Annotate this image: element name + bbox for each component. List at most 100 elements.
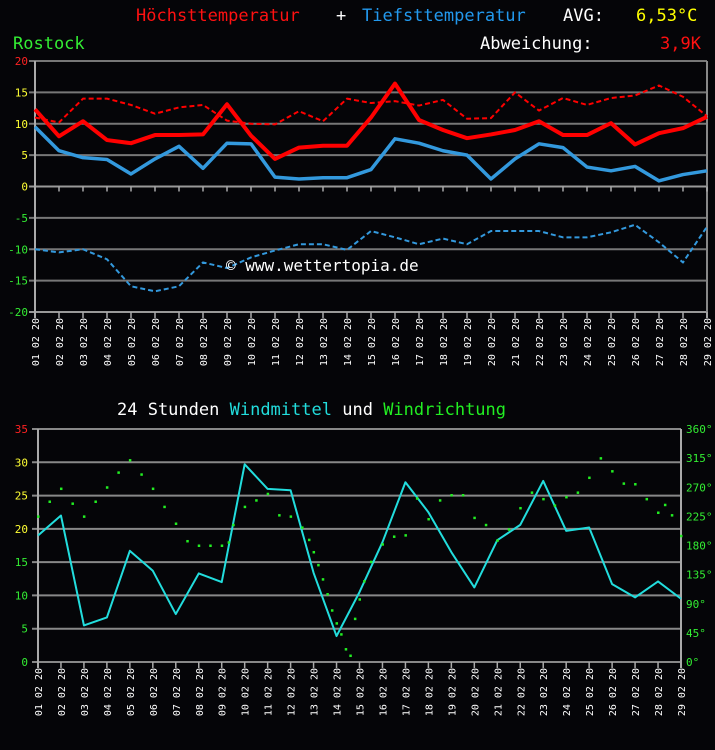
wind-direction-dot (266, 492, 270, 496)
x-date-label: 26 02 20 (631, 318, 642, 366)
deviation-value: 3,9K (660, 34, 701, 54)
series-line (33, 125, 708, 183)
series-line (33, 81, 708, 161)
wind-direction-dot (473, 516, 476, 520)
wind-direction-dot (530, 491, 534, 494)
avg-value: 6,53°C (636, 6, 698, 26)
x-date-label: 19 02 20 (447, 668, 458, 716)
y-tick-label: 20 (15, 55, 28, 68)
x-date-label: 09 02 20 (223, 318, 234, 366)
x-date-label: 09 02 20 (218, 668, 229, 716)
x-date-label: 15 02 20 (367, 318, 378, 366)
wind-direction-dot (289, 515, 293, 518)
wind-direction-dot (450, 494, 453, 497)
watermark: © www.wettertopia.de (226, 256, 419, 275)
x-date-label: 23 02 20 (539, 668, 550, 716)
y-tick-label: 5 (21, 149, 28, 162)
x-date-label: 10 02 20 (241, 668, 252, 716)
wind-direction-dot (151, 487, 155, 491)
wind-direction-dot (438, 499, 442, 502)
y-tick-label: 20 (15, 523, 28, 536)
wind-direction-dot (59, 487, 63, 491)
x-date-label: 24 02 20 (583, 318, 594, 366)
wind-direction-dot (94, 500, 97, 503)
wind-direction-dot (209, 544, 212, 547)
x-date-label: 08 02 20 (199, 318, 210, 366)
wind-direction-dot (484, 523, 488, 527)
x-date-label: 27 02 20 (655, 318, 666, 366)
wind-direction-dot (358, 598, 361, 601)
x-date-label: 17 02 20 (415, 318, 426, 366)
x-date-label: 21 02 20 (493, 668, 504, 716)
x-date-label: 13 02 20 (310, 668, 321, 716)
wind-direction-dot (404, 534, 407, 537)
x-date-label: 22 02 20 (535, 318, 546, 366)
x-date-label: 25 02 20 (585, 668, 596, 716)
y-tick-label: -10 (8, 243, 28, 256)
location-label: Rostock (13, 34, 85, 54)
x-date-label: 29 02 20 (703, 318, 714, 366)
y2-tick-label: 315° (686, 452, 713, 465)
y-tick-label: 10 (15, 118, 28, 131)
y-tick-label: 0 (21, 656, 28, 669)
x-date-label: 28 02 20 (679, 318, 690, 366)
y-tick-label: 10 (15, 589, 28, 602)
wind-direction-dot (186, 539, 189, 543)
wind-direction-dot (622, 482, 626, 485)
deviation-label: Abweichung: (480, 34, 593, 54)
x-date-label: 15 02 20 (356, 668, 367, 716)
x-date-label: 11 02 20 (264, 668, 275, 716)
x-date-label: 27 02 20 (631, 668, 642, 716)
y2-tick-label: 270° (686, 481, 713, 494)
x-date-label: 10 02 20 (247, 318, 258, 366)
x-date-label: 07 02 20 (175, 318, 186, 366)
wind-direction-dot (340, 633, 343, 636)
series-line (34, 223, 708, 293)
wind-direction-dot (301, 526, 304, 529)
wind-title-mean: Windmittel (229, 400, 332, 420)
x-date-label: 13 02 20 (319, 318, 330, 366)
x-date-label: 22 02 20 (516, 668, 527, 716)
y-tick-label: -15 (8, 275, 28, 288)
wind-direction-dot (599, 457, 603, 460)
x-date-label: 17 02 20 (401, 668, 412, 716)
y-tick-label: -5 (15, 212, 28, 225)
y-tick-label: 30 (15, 456, 28, 469)
x-date-label: 25 02 20 (607, 318, 618, 366)
wind-direction-dot (657, 511, 660, 514)
wind-direction-dot (227, 541, 231, 544)
x-date-label: 24 02 20 (562, 668, 573, 716)
x-date-label: 06 02 20 (149, 668, 160, 716)
x-date-label: 07 02 20 (172, 668, 183, 716)
y2-tick-label: 0° (686, 656, 699, 669)
wind-direction-dot (363, 580, 366, 583)
x-date-label: 28 02 20 (654, 668, 665, 716)
wind-direction-dot (663, 503, 667, 507)
avg-label: AVG: (563, 6, 604, 26)
wind-direction-dot (680, 534, 683, 538)
wind-chart-title: 24 Stunden Windmittel und Windrichtung (117, 400, 506, 420)
y2-tick-label: 225° (686, 510, 713, 523)
wind-direction-dot (553, 504, 557, 507)
x-date-label: 05 02 20 (127, 318, 138, 366)
x-date-label: 23 02 20 (559, 318, 570, 366)
wind-direction-dot (576, 491, 580, 494)
x-date-label: 12 02 20 (295, 318, 306, 366)
wind-direction-dot (415, 497, 419, 500)
wind-direction-dot (645, 497, 649, 501)
wind-direction-dot (232, 523, 235, 527)
x-date-label: 26 02 20 (608, 668, 619, 716)
wind-direction-dot (321, 578, 325, 581)
wind-direction-dot (519, 506, 522, 510)
y-tick-label: 25 (15, 490, 28, 503)
x-date-label: 20 02 20 (470, 668, 481, 716)
wind-direction-dot (197, 544, 201, 547)
wind-mean-line (37, 463, 682, 638)
wind-direction-dot (117, 471, 120, 474)
x-date-label: 16 02 20 (391, 318, 402, 366)
wind-direction-dot (507, 528, 511, 531)
wind-direction-dot (565, 495, 568, 499)
x-date-label: 01 02 20 (34, 668, 45, 716)
wind-direction-dot (140, 473, 143, 476)
y-tick-label: 5 (21, 623, 28, 636)
